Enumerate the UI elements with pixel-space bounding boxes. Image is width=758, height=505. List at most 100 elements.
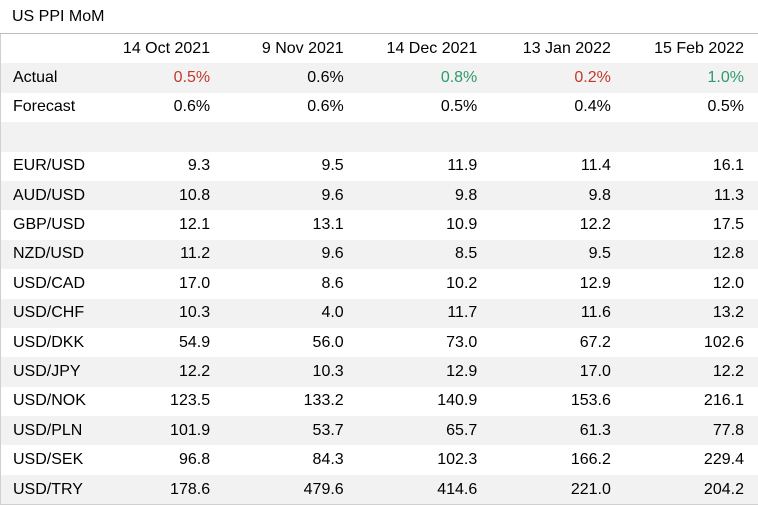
value-cell: 12.9 bbox=[358, 357, 492, 386]
value-cell: 101.9 bbox=[91, 416, 225, 445]
value-cell: 12.2 bbox=[91, 357, 225, 386]
column-header: 9 Nov 2021 bbox=[224, 34, 358, 64]
value-cell: 77.8 bbox=[625, 416, 758, 445]
actual-cell: 1.0% bbox=[625, 63, 758, 92]
value-cell: 73.0 bbox=[358, 328, 492, 357]
value-cell: 84.3 bbox=[224, 445, 358, 474]
row-label: GBP/USD bbox=[1, 210, 91, 239]
spacer-cell bbox=[1, 122, 758, 151]
row-label: NZD/USD bbox=[1, 240, 91, 269]
value-cell: 4.0 bbox=[224, 299, 358, 328]
value-cell: 166.2 bbox=[491, 445, 625, 474]
value-cell: 12.2 bbox=[625, 357, 758, 386]
value-cell: 8.6 bbox=[224, 269, 358, 298]
value-cell: 12.9 bbox=[491, 269, 625, 298]
value-cell: 13.1 bbox=[224, 210, 358, 239]
actual-cell: 0.5% bbox=[91, 63, 225, 92]
value-cell: 11.9 bbox=[358, 152, 492, 181]
value-cell: 11.6 bbox=[491, 299, 625, 328]
value-cell: 479.6 bbox=[224, 475, 358, 505]
row-label: USD/CAD bbox=[1, 269, 91, 298]
row-label: Forecast bbox=[1, 93, 91, 122]
forecast-cell: 0.6% bbox=[91, 93, 225, 122]
column-header: 14 Dec 2021 bbox=[358, 34, 492, 64]
value-cell: 65.7 bbox=[358, 416, 492, 445]
value-cell: 10.3 bbox=[224, 357, 358, 386]
value-cell: 153.6 bbox=[491, 387, 625, 416]
header-row: 14 Oct 2021 9 Nov 2021 14 Dec 2021 13 Ja… bbox=[1, 34, 758, 64]
ppi-table: 14 Oct 2021 9 Nov 2021 14 Dec 2021 13 Ja… bbox=[0, 33, 758, 505]
row-label: USD/CHF bbox=[1, 299, 91, 328]
value-cell: 17.0 bbox=[91, 269, 225, 298]
actual-row: Actual 0.5% 0.6% 0.8% 0.2% 1.0% bbox=[1, 63, 758, 92]
value-cell: 9.6 bbox=[224, 181, 358, 210]
value-cell: 11.4 bbox=[491, 152, 625, 181]
spacer-row bbox=[1, 122, 758, 151]
forecast-row: Forecast 0.6% 0.6% 0.5% 0.4% 0.5% bbox=[1, 93, 758, 122]
value-cell: 11.7 bbox=[358, 299, 492, 328]
value-cell: 140.9 bbox=[358, 387, 492, 416]
value-cell: 133.2 bbox=[224, 387, 358, 416]
value-cell: 10.8 bbox=[91, 181, 225, 210]
row-label: USD/JPY bbox=[1, 357, 91, 386]
value-cell: 9.5 bbox=[491, 240, 625, 269]
value-cell: 11.3 bbox=[625, 181, 758, 210]
value-cell: 9.8 bbox=[491, 181, 625, 210]
value-cell: 11.2 bbox=[91, 240, 225, 269]
actual-cell: 0.2% bbox=[491, 63, 625, 92]
value-cell: 17.0 bbox=[491, 357, 625, 386]
value-cell: 229.4 bbox=[625, 445, 758, 474]
value-cell: 96.8 bbox=[91, 445, 225, 474]
value-cell: 8.5 bbox=[358, 240, 492, 269]
value-cell: 67.2 bbox=[491, 328, 625, 357]
value-cell: 9.3 bbox=[91, 152, 225, 181]
value-cell: 13.2 bbox=[625, 299, 758, 328]
forecast-cell: 0.6% bbox=[224, 93, 358, 122]
row-label: USD/DKK bbox=[1, 328, 91, 357]
value-cell: 178.6 bbox=[91, 475, 225, 505]
value-cell: 10.9 bbox=[358, 210, 492, 239]
value-cell: 12.8 bbox=[625, 240, 758, 269]
value-cell: 12.0 bbox=[625, 269, 758, 298]
value-cell: 102.3 bbox=[358, 445, 492, 474]
value-cell: 16.1 bbox=[625, 152, 758, 181]
value-cell: 204.2 bbox=[625, 475, 758, 505]
forecast-cell: 0.5% bbox=[625, 93, 758, 122]
actual-cell: 0.8% bbox=[358, 63, 492, 92]
value-cell: 102.6 bbox=[625, 328, 758, 357]
forecast-cell: 0.5% bbox=[358, 93, 492, 122]
header-corner bbox=[1, 34, 91, 64]
value-cell: 216.1 bbox=[625, 387, 758, 416]
table-title: US PPI MoM bbox=[0, 0, 758, 33]
value-cell: 9.5 bbox=[224, 152, 358, 181]
value-cell: 10.2 bbox=[358, 269, 492, 298]
row-label: USD/SEK bbox=[1, 445, 91, 474]
value-cell: 53.7 bbox=[224, 416, 358, 445]
row-label: USD/TRY bbox=[1, 475, 91, 505]
value-cell: 12.2 bbox=[491, 210, 625, 239]
value-cell: 17.5 bbox=[625, 210, 758, 239]
value-cell: 12.1 bbox=[91, 210, 225, 239]
value-cell: 123.5 bbox=[91, 387, 225, 416]
row-label: USD/PLN bbox=[1, 416, 91, 445]
actual-cell: 0.6% bbox=[224, 63, 358, 92]
value-cell: 221.0 bbox=[491, 475, 625, 505]
row-label: EUR/USD bbox=[1, 152, 91, 181]
value-cell: 56.0 bbox=[224, 328, 358, 357]
value-cell: 54.9 bbox=[91, 328, 225, 357]
row-label: USD/NOK bbox=[1, 387, 91, 416]
column-header: 14 Oct 2021 bbox=[91, 34, 225, 64]
value-cell: 61.3 bbox=[491, 416, 625, 445]
